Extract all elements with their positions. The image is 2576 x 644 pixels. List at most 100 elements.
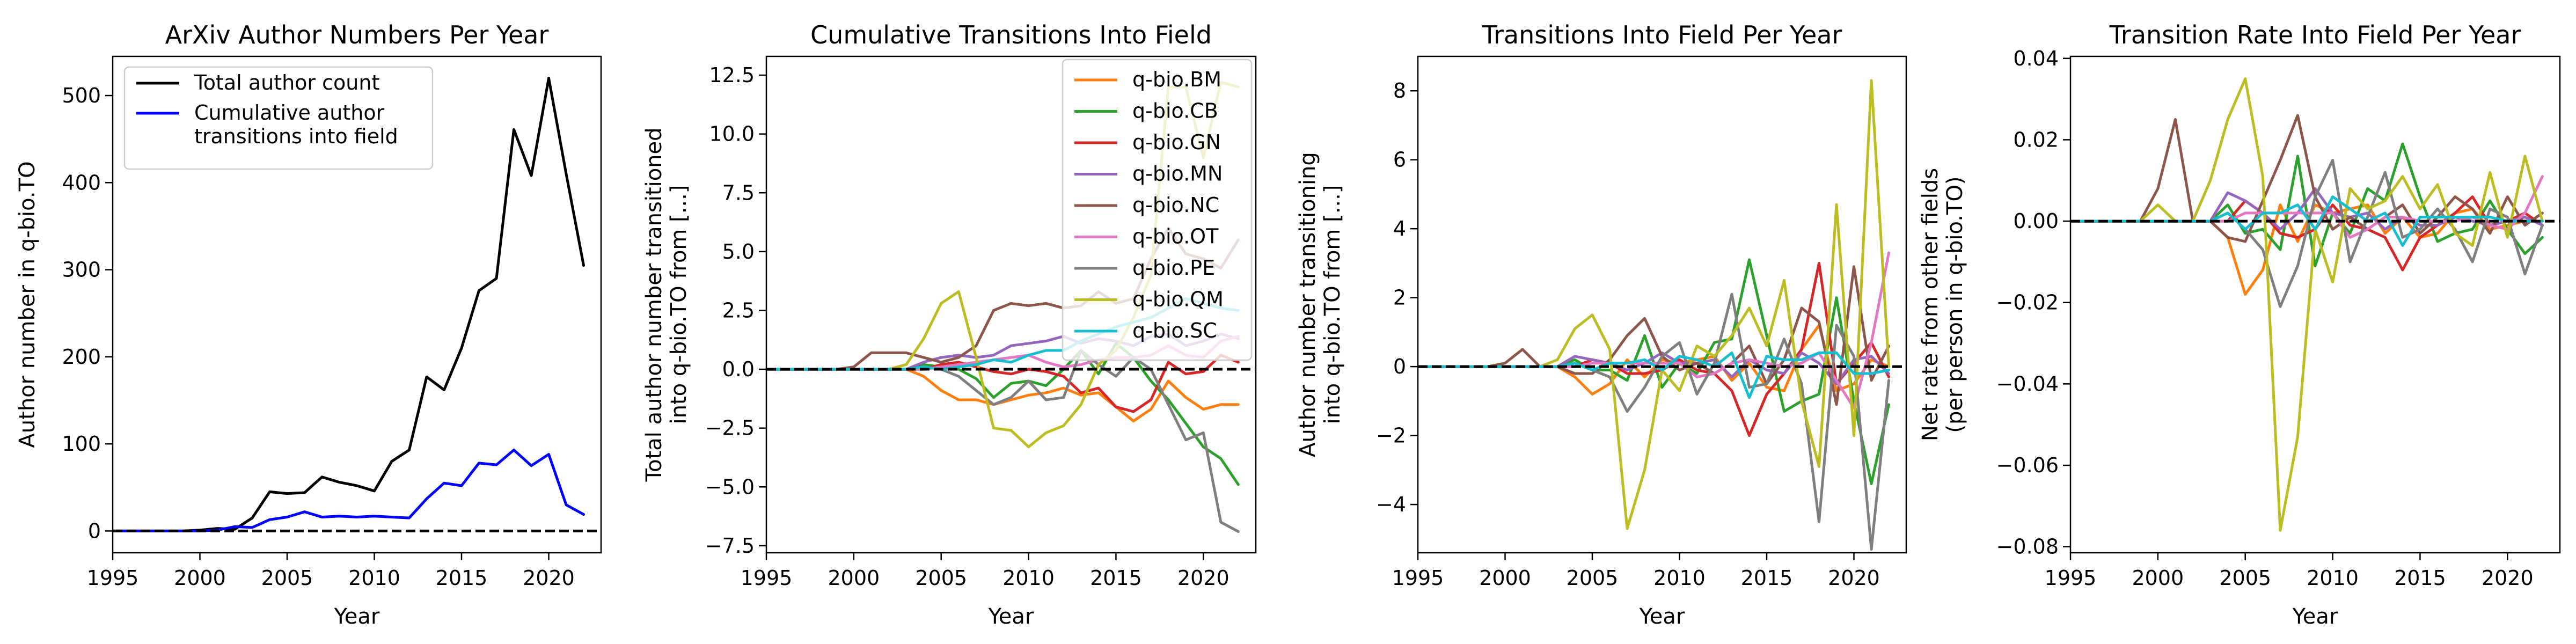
y-tick-label: 7.5 (722, 181, 755, 204)
x-tick-label: 2010 (348, 566, 400, 590)
y-tick-label: 0.0 (722, 357, 755, 381)
x-tick-label: 1995 (2045, 566, 2097, 590)
x-tick-label: 2005 (915, 566, 967, 590)
axes-frame (2069, 55, 2561, 554)
y-tick-label: 4 (1393, 217, 1406, 240)
chart-panel-4: Transition Rate Into Field Per Year Year N… (1918, 20, 2561, 629)
series-line-q-bio-qm (1418, 79, 1890, 530)
y-axis-label: into q-bio.TO from [...] (1320, 185, 1345, 425)
x-tick-label: 2005 (1567, 566, 1619, 590)
legend-label: q-bio.OT (1132, 225, 1219, 248)
x-axis-label: Year (334, 604, 380, 629)
x-tick-label: 1995 (741, 566, 793, 590)
y-tick-label: −4 (1376, 493, 1406, 516)
y-tick-label: 300 (62, 258, 101, 282)
x-tick-label: 2000 (174, 566, 226, 590)
y-tick-label: 0.04 (2013, 47, 2059, 70)
x-tick-label: 2015 (1090, 566, 1142, 590)
chart-title: Transitions Into Field Per Year (1482, 20, 1842, 49)
chart-panel-1: ArXiv Author Numbers Per Year Year Author … (15, 20, 602, 629)
y-tick-label: −5.0 (705, 475, 755, 499)
x-axis-label: Year (2292, 604, 2338, 629)
x-tick-label: 1995 (1392, 566, 1444, 590)
legend-box (1062, 58, 1253, 361)
series-line-q-bio-nc (1418, 265, 1890, 406)
y-tick-label: 8 (1393, 79, 1406, 103)
y-tick-label: 5.0 (722, 240, 755, 264)
y-axis-label: into q-bio.TO from [...] (667, 185, 691, 425)
y-tick-label: 2 (1393, 286, 1406, 310)
x-tick-label: 2000 (1479, 566, 1531, 590)
y-tick-label: 0.02 (2013, 128, 2059, 151)
axes-frame (1417, 55, 1907, 554)
y-tick-label: 100 (62, 432, 101, 456)
legend-label: q-bio.PE (1132, 256, 1215, 280)
y-tick-label: −7.5 (705, 534, 755, 558)
y-tick-label: 0 (1393, 355, 1406, 378)
x-tick-label: 2000 (828, 566, 880, 590)
legend-label: q-bio.NC (1132, 193, 1219, 217)
legend: q-bio.BM q-bio.CB q-bio.GN q-bio.MN q-bio.NC… (1062, 58, 1253, 361)
legend-label: transitions into field (194, 125, 398, 148)
axes-frame (112, 55, 602, 554)
y-tick-label: 500 (62, 84, 101, 107)
y-tick-label: 6 (1393, 148, 1406, 172)
y-tick-label: 12.5 (709, 63, 755, 87)
x-tick-label: 2010 (1653, 566, 1706, 590)
x-tick-label: 2000 (2132, 566, 2184, 590)
chart-title: ArXiv Author Numbers Per Year (165, 20, 549, 49)
legend-label: Total author count (194, 71, 379, 94)
chart-title: Cumulative Transitions Into Field (810, 20, 1212, 49)
legend-label: q-bio.SC (1132, 319, 1217, 342)
chart-title: Transition Rate Into Field Per Year (2109, 20, 2521, 49)
y-tick-label: −0.08 (1996, 535, 2059, 559)
y-tick-label: 2.5 (722, 298, 755, 322)
legend-label: q-bio.BM (1132, 68, 1221, 91)
x-tick-label: 2010 (2307, 566, 2359, 590)
x-tick-label: 2020 (523, 566, 575, 590)
x-tick-label: 2020 (2482, 566, 2534, 590)
legend-label: q-bio.CB (1132, 99, 1218, 123)
x-tick-label: 2010 (1002, 566, 1055, 590)
x-tick-label: 2020 (1828, 566, 1880, 590)
x-tick-label: 1995 (87, 566, 139, 590)
series-line-q-bio-nc (2070, 114, 2544, 243)
y-tick-label: 0.00 (2013, 209, 2059, 233)
series-line-q-bio-qm (2070, 77, 2544, 532)
chart-panel-3: Transitions Into Field Per Year Year Autho… (1296, 20, 1907, 629)
y-tick-label: 200 (62, 345, 101, 369)
chart-panel-2: Cumulative Transitions Into Field Year Tot… (642, 20, 1257, 629)
y-axis-label: Net rate from other fields (1918, 168, 1943, 441)
axes-frame (765, 55, 1257, 554)
series-line-q-bio-pe (2070, 158, 2544, 308)
y-axis-label: Author number transitioning (1296, 152, 1320, 457)
plot-area (113, 77, 601, 532)
x-axis-label: Year (988, 604, 1034, 629)
y-axis-label: (per person in q-bio.TO) (1943, 176, 1967, 433)
series-line-q-bio-gn (1418, 261, 1890, 437)
series-line-q-bio-pe (766, 349, 1240, 533)
y-tick-label: −0.06 (1996, 453, 2059, 477)
plot-area (2070, 77, 2560, 532)
legend-label: q-bio.GN (1132, 130, 1221, 154)
y-tick-label: 400 (62, 171, 101, 194)
y-tick-label: −0.02 (1996, 291, 2059, 314)
x-tick-label: 2005 (261, 566, 313, 590)
y-tick-label: −0.04 (1996, 372, 2059, 396)
x-axis-label: Year (1639, 604, 1685, 629)
y-axis-label: Total author number transitioned (642, 127, 667, 482)
series-line-cumulative-author-transitions-into-field (113, 449, 585, 532)
legend: Total author count Cumulative authortrans… (123, 66, 434, 170)
x-tick-label: 2005 (2219, 566, 2271, 590)
x-tick-label: 2015 (1741, 566, 1793, 590)
legend-label: q-bio.MN (1132, 162, 1223, 186)
x-tick-label: 2015 (436, 566, 488, 590)
y-tick-label: 10.0 (709, 122, 755, 146)
y-tick-label: 0 (88, 519, 101, 543)
y-axis-label: Author number in q-bio.TO (15, 161, 40, 448)
x-tick-label: 2015 (2394, 566, 2446, 590)
legend-label: q-bio.QM (1132, 288, 1224, 311)
y-tick-label: −2 (1376, 424, 1406, 448)
series-line-q-bio-ot (1418, 251, 1890, 409)
